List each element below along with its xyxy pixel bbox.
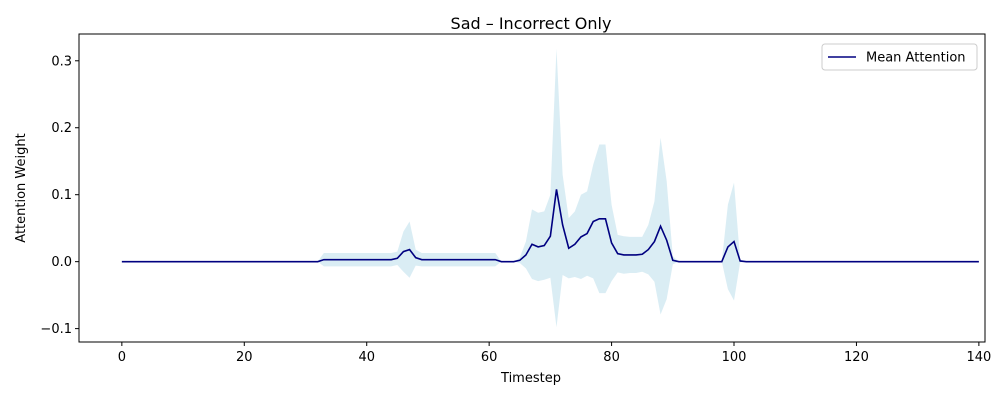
- x-tick-label: 120: [844, 350, 869, 365]
- attention-std-band: [121, 48, 979, 328]
- legend: Mean Attention: [821, 43, 978, 71]
- y-tick-label: −0.1: [40, 322, 72, 337]
- y-tick-label: 0.3: [51, 54, 72, 69]
- y-axis: −0.1 0.0 0.1 0.2 0.3: [40, 54, 79, 337]
- x-axis: 0 20 40 60 80 100 120 140: [118, 342, 991, 365]
- x-tick-label: 140: [966, 350, 991, 365]
- x-axis-title: Timestep: [500, 371, 561, 386]
- y-tick-label: 0.0: [51, 255, 72, 270]
- mean-attention-line: [121, 189, 979, 263]
- legend-box: [821, 43, 978, 71]
- plot-area-frame: [78, 33, 986, 343]
- x-tick-label: 0: [118, 350, 126, 365]
- chart-title: Sad – Incorrect Only: [451, 14, 612, 33]
- y-tick-label: 0.2: [51, 121, 72, 136]
- x-tick-label: 20: [236, 350, 253, 365]
- x-tick-label: 40: [358, 350, 375, 365]
- y-tick-label: 0.1: [51, 188, 72, 203]
- x-tick-label: 60: [481, 350, 498, 365]
- y-axis-title: Attention Weight: [14, 133, 29, 242]
- x-tick-label: 80: [603, 350, 620, 365]
- x-tick-label: 100: [722, 350, 747, 365]
- legend-label-mean-attention: Mean Attention: [866, 51, 966, 66]
